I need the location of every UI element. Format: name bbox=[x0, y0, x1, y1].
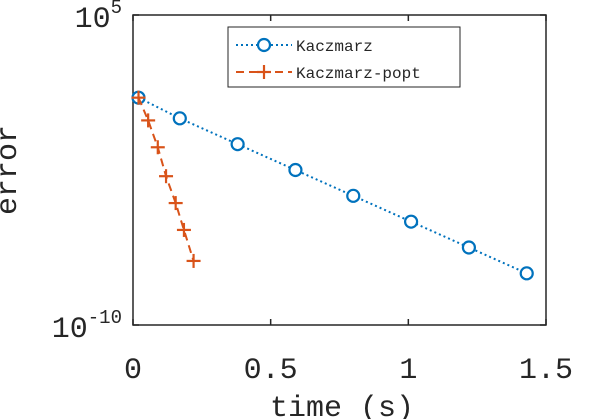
data-point bbox=[150, 140, 165, 155]
legend-popt-label: Kaczmarz-popt bbox=[296, 65, 421, 83]
data-point bbox=[141, 113, 156, 128]
series-layer bbox=[131, 90, 534, 281]
legend-box bbox=[227, 26, 461, 88]
legend-popt-marker bbox=[257, 65, 271, 79]
data-point bbox=[461, 240, 477, 255]
legend-kaczmarz-marker bbox=[256, 37, 272, 53]
data-point bbox=[176, 222, 191, 237]
data-point bbox=[230, 137, 245, 152]
data-point bbox=[346, 188, 361, 203]
x-axis-title: time (s) bbox=[270, 392, 414, 419]
data-point bbox=[159, 169, 174, 184]
data-point bbox=[288, 162, 303, 178]
data-point bbox=[186, 253, 201, 268]
ticks: 0 0.5 1 1.5 105 10-10 bbox=[52, 0, 573, 388]
legend: Kaczmarz Kaczmarz-popt bbox=[227, 26, 461, 88]
y-tick-label: 105 bbox=[75, 0, 122, 37]
series-line-kaczmarz bbox=[138, 96, 528, 275]
data-point bbox=[172, 111, 187, 126]
data-point bbox=[168, 196, 183, 211]
plot-area bbox=[132, 14, 547, 326]
y-axis-title: error bbox=[0, 125, 26, 215]
legend-kaczmarz-label: Kaczmarz bbox=[296, 38, 373, 56]
x-tick-label: 1 bbox=[399, 354, 417, 388]
x-tick-label: 1.5 bbox=[519, 354, 573, 388]
data-point bbox=[403, 214, 419, 229]
data-point bbox=[131, 90, 146, 105]
y-tick-label: 10-10 bbox=[52, 307, 122, 347]
x-tick-label: 0.5 bbox=[244, 354, 298, 388]
axes-box bbox=[132, 14, 547, 326]
data-point bbox=[519, 266, 534, 281]
x-tick-label: 0 bbox=[124, 354, 142, 388]
